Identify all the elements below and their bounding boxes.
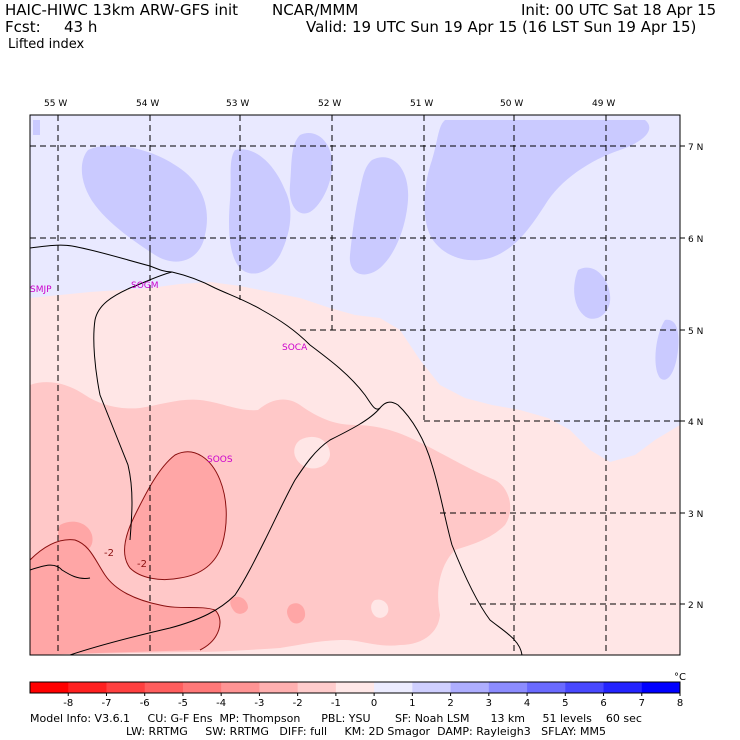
lat-label: 3 N [688, 510, 703, 520]
field-negative-3e [287, 603, 306, 624]
border-west [30, 564, 91, 579]
footer-model-info: Model Info: V3.6.1 CU: G-F Ens MP: Thomp… [30, 712, 642, 725]
contour-line-b [30, 539, 221, 651]
lat-label: 5 N [688, 327, 703, 337]
colorbar-tick-label: -8 [63, 698, 73, 709]
lon-label: 54 W [136, 99, 159, 109]
colorbar-segment [30, 682, 69, 693]
station-labels: SMJP SOGM SOCA SOOS [30, 281, 308, 465]
colorbar-tick-label: -3 [254, 698, 264, 709]
footer-physics-info: LW: RRTMG SW: RRTMG DIFF: full KM: 2D Sm… [126, 725, 606, 738]
lat-label: 4 N [688, 418, 703, 428]
colorbar-segment [641, 682, 681, 693]
colorbar-tick-label: 0 [371, 698, 377, 709]
fcst-value: 43 h [64, 18, 98, 36]
colorbar-tick-label: 4 [524, 698, 530, 709]
colorbar-tick-label: 8 [677, 698, 683, 709]
contour-label: -2 [104, 548, 114, 559]
field-positive-2g [655, 319, 679, 380]
lon-label: 49 W [592, 99, 615, 109]
colorbar-segment [259, 682, 299, 693]
lon-label: 53 W [226, 99, 249, 109]
colorbar: -8 -7 -6 -5 -4 -3 -2 -1 0 1 2 3 4 5 6 7 8 °C [29, 672, 686, 709]
init-time: Init: 00 UTC Sat 18 Apr 15 [521, 1, 717, 19]
lon-label: 51 W [410, 99, 433, 109]
colorbar-segment [68, 682, 107, 693]
colorbar-segment [450, 682, 490, 693]
lon-label: 50 W [500, 99, 523, 109]
lifted-index-field [30, 115, 680, 655]
colorbar-unit: °C [674, 672, 686, 683]
colorbar-segment [106, 682, 146, 693]
field-positive-2b [229, 149, 291, 274]
map-frame [29, 114, 681, 656]
lat-labels: 7 N 6 N 5 N 4 N 3 N 2 N [680, 143, 703, 611]
colorbar-segment [412, 682, 452, 693]
lon-label: 52 W [318, 99, 341, 109]
colorbar-segment [297, 682, 337, 693]
field-positive-2h [33, 120, 40, 135]
colorbar-tick-label: 7 [639, 698, 645, 709]
org-label: NCAR/MMM [272, 1, 359, 19]
station-label: SOGM [131, 281, 159, 291]
colorbar-segment [335, 682, 375, 693]
field-positive-2c [289, 132, 333, 214]
colorbar-segment [221, 682, 260, 693]
station-label: SOCA [282, 343, 308, 353]
field-hole-b [371, 599, 389, 618]
colorbar-segment [527, 682, 566, 693]
colorbar-tick-label: 3 [486, 698, 492, 709]
colorbar-tick-label: -6 [140, 698, 150, 709]
lon-label: 55 W [44, 99, 67, 109]
field-positive-2d [349, 157, 409, 275]
station-label: SMJP [30, 285, 52, 295]
colorbar-tick-label: -2 [293, 698, 303, 709]
graticule [30, 115, 680, 655]
colorbar-segment [182, 682, 222, 693]
lat-label: 2 N [688, 601, 703, 611]
colorbar-tick-label: 2 [447, 698, 453, 709]
lon-labels: 55 W 54 W 53 W 52 W 51 W 50 W 49 W [44, 99, 615, 109]
colorbar-segment [565, 682, 605, 693]
border-inner [69, 407, 381, 655]
contour-labels: -2 -2 [104, 548, 147, 570]
field-negative-3d [230, 596, 248, 614]
contour-label: -2 [137, 559, 147, 570]
colorbar-tick-label: 5 [562, 698, 568, 709]
coastline [30, 244, 523, 655]
colorbar-segment [374, 682, 413, 693]
colorbar-tick-label: -4 [216, 698, 226, 709]
contour-line-a [124, 451, 227, 581]
field-negative-3b [30, 539, 220, 655]
fcst-label: Fcst: [5, 18, 41, 36]
colorbar-frame [29, 681, 681, 694]
colorbar-segment [144, 682, 184, 693]
field-hole-a [294, 436, 330, 469]
colorbar-tick-label: 6 [600, 698, 606, 709]
field-positive-2a [81, 145, 207, 262]
model-title: HAIC-HIWC 13km ARW-GFS init [5, 1, 239, 19]
field-positive-2e [424, 120, 650, 261]
colorbar-tick-label: 1 [409, 698, 415, 709]
border-suriname-guyane [93, 271, 173, 541]
valid-time: Valid: 19 UTC Sun 19 Apr 15 (16 LST Sun … [306, 18, 697, 36]
station-label: SOOS [207, 455, 233, 465]
field-positive-2f [574, 267, 611, 319]
field-name: Lifted index [8, 37, 85, 52]
field-hole-c [633, 568, 680, 611]
colorbar-tick-label: -5 [178, 698, 188, 709]
colorbar-segment [488, 682, 528, 693]
colorbar-segment [603, 682, 643, 693]
colorbar-tick-label: -1 [331, 698, 341, 709]
lat-label: 6 N [688, 235, 703, 245]
colorbar-tick-label: -7 [101, 698, 111, 709]
lat-label: 7 N [688, 143, 703, 153]
